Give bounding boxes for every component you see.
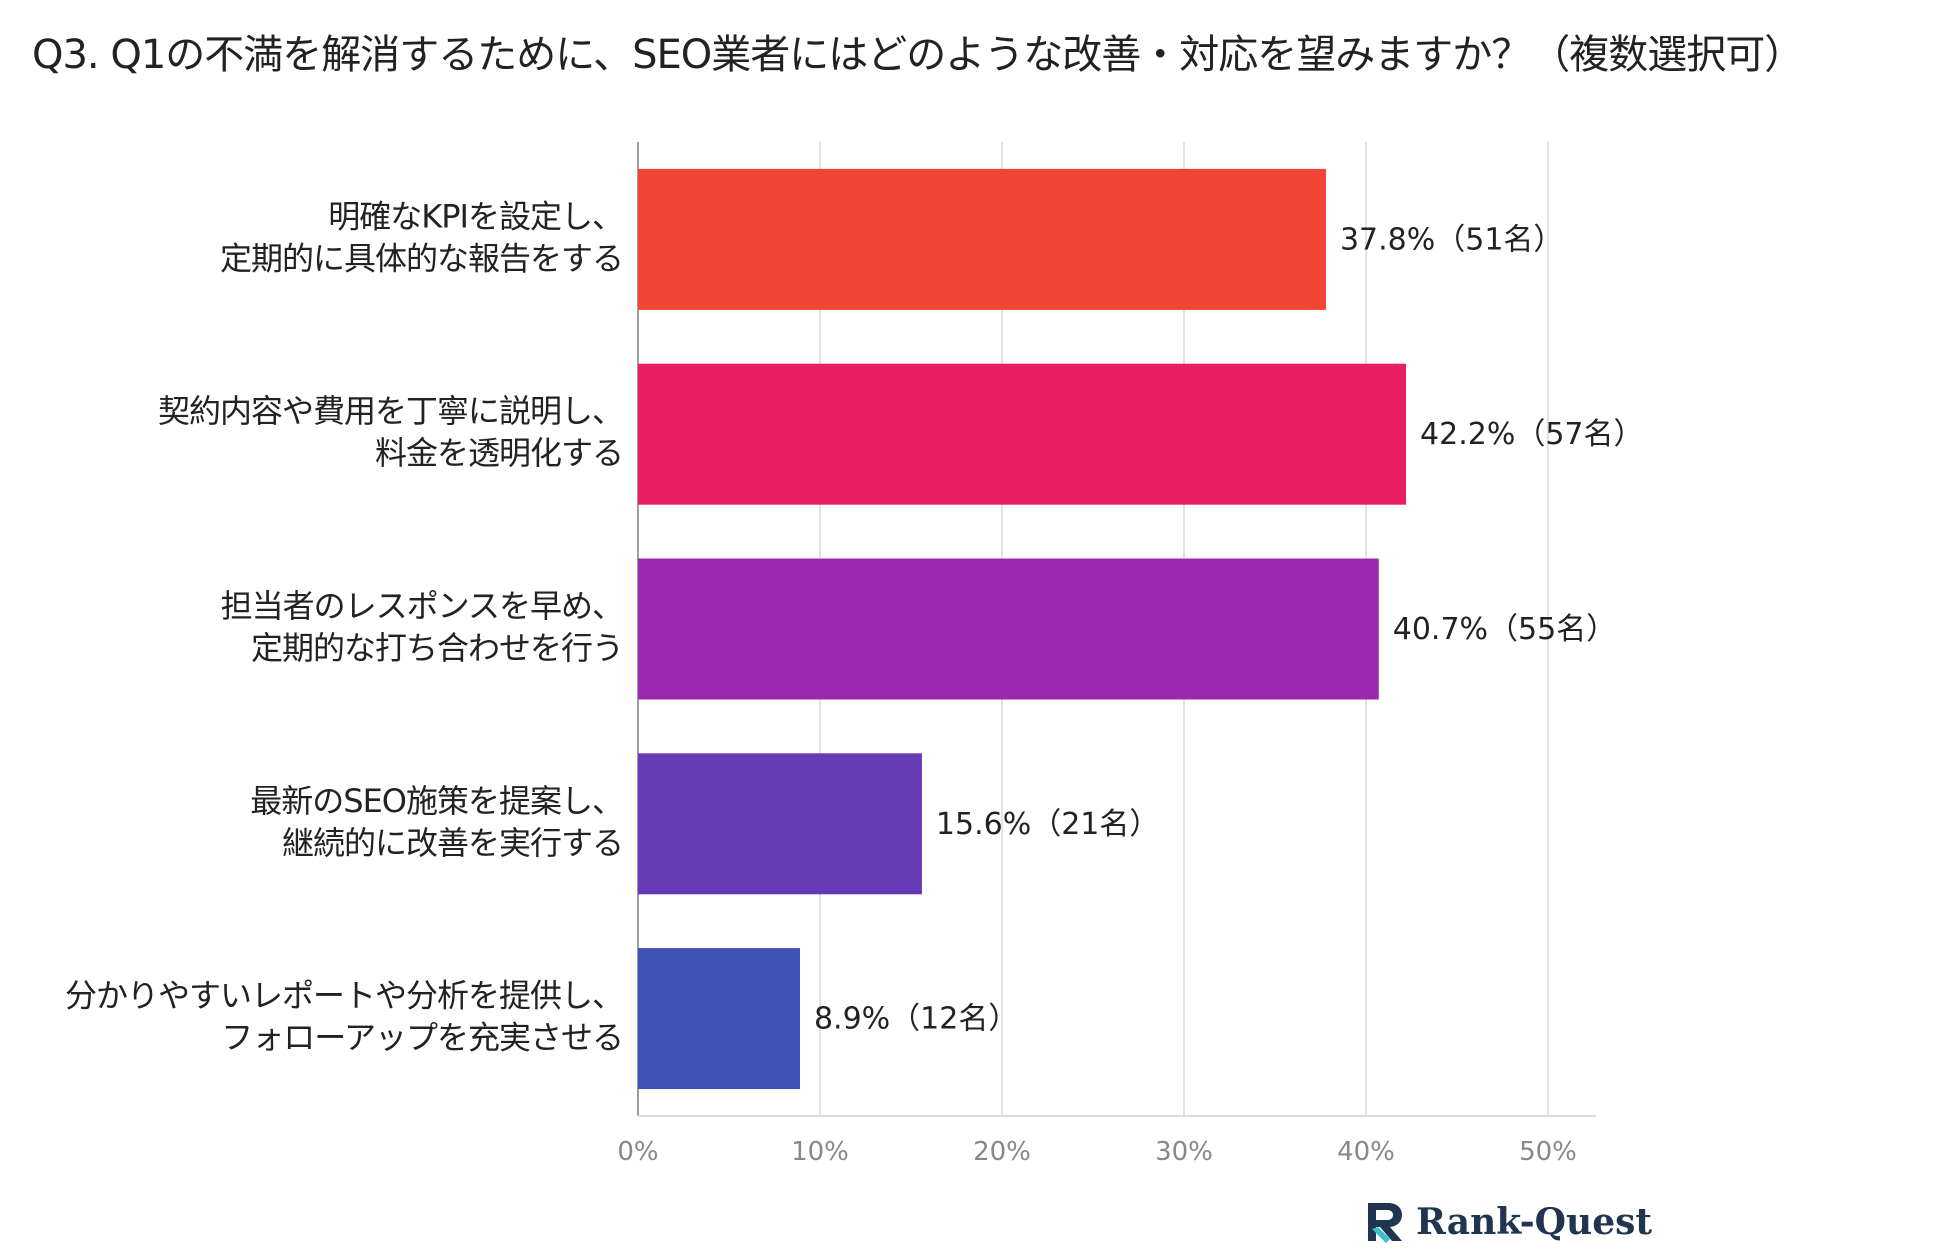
bar [638, 753, 922, 895]
x-tick-label: 50% [1519, 1137, 1577, 1167]
x-tick-label: 40% [1337, 1137, 1395, 1167]
x-tick-label: 0% [617, 1137, 658, 1167]
x-tick-label: 20% [973, 1137, 1031, 1167]
category-label: 定期的に具体的な報告をする [220, 239, 623, 277]
x-tick-label: 10% [791, 1137, 849, 1167]
category-label: 明確なKPIを設定し、 [328, 197, 623, 235]
rank-quest-logo: Rank-Quest [1362, 1196, 1652, 1248]
category-label: フォローアップを充実させる [221, 1019, 623, 1057]
data-label: 37.8%（51名） [1340, 222, 1563, 257]
category-label: 定期的な打ち合わせを行う [251, 629, 623, 667]
data-label: 42.2%（57名） [1420, 417, 1643, 452]
bar [638, 558, 1379, 700]
rank-quest-logo-icon [1368, 1203, 1402, 1243]
bar [638, 948, 800, 1090]
category-label: 料金を透明化する [375, 434, 623, 472]
category-label: 分かりやすいレポートや分析を提供し、 [65, 977, 623, 1015]
data-label: 40.7%（55名） [1393, 612, 1616, 647]
category-label: 最新のSEO施策を提案し、 [250, 782, 623, 820]
data-label: 15.6%（21名） [936, 807, 1159, 842]
bar [638, 363, 1407, 505]
category-label: 契約内容や費用を丁寧に説明し、 [158, 392, 623, 430]
rank-quest-logo-text: Rank-Quest [1416, 1201, 1653, 1243]
chart-title: Q3. Q1の不満を解消するために、SEO業者にはどのような改善・対応を望みます… [32, 32, 1804, 78]
category-label: 担当者のレスポンスを早め、 [221, 587, 623, 625]
bar [638, 168, 1326, 310]
category-label: 継続的に改善を実行する [282, 824, 623, 862]
data-label: 8.9%（12名） [814, 1002, 1018, 1037]
x-tick-label: 30% [1155, 1137, 1213, 1167]
